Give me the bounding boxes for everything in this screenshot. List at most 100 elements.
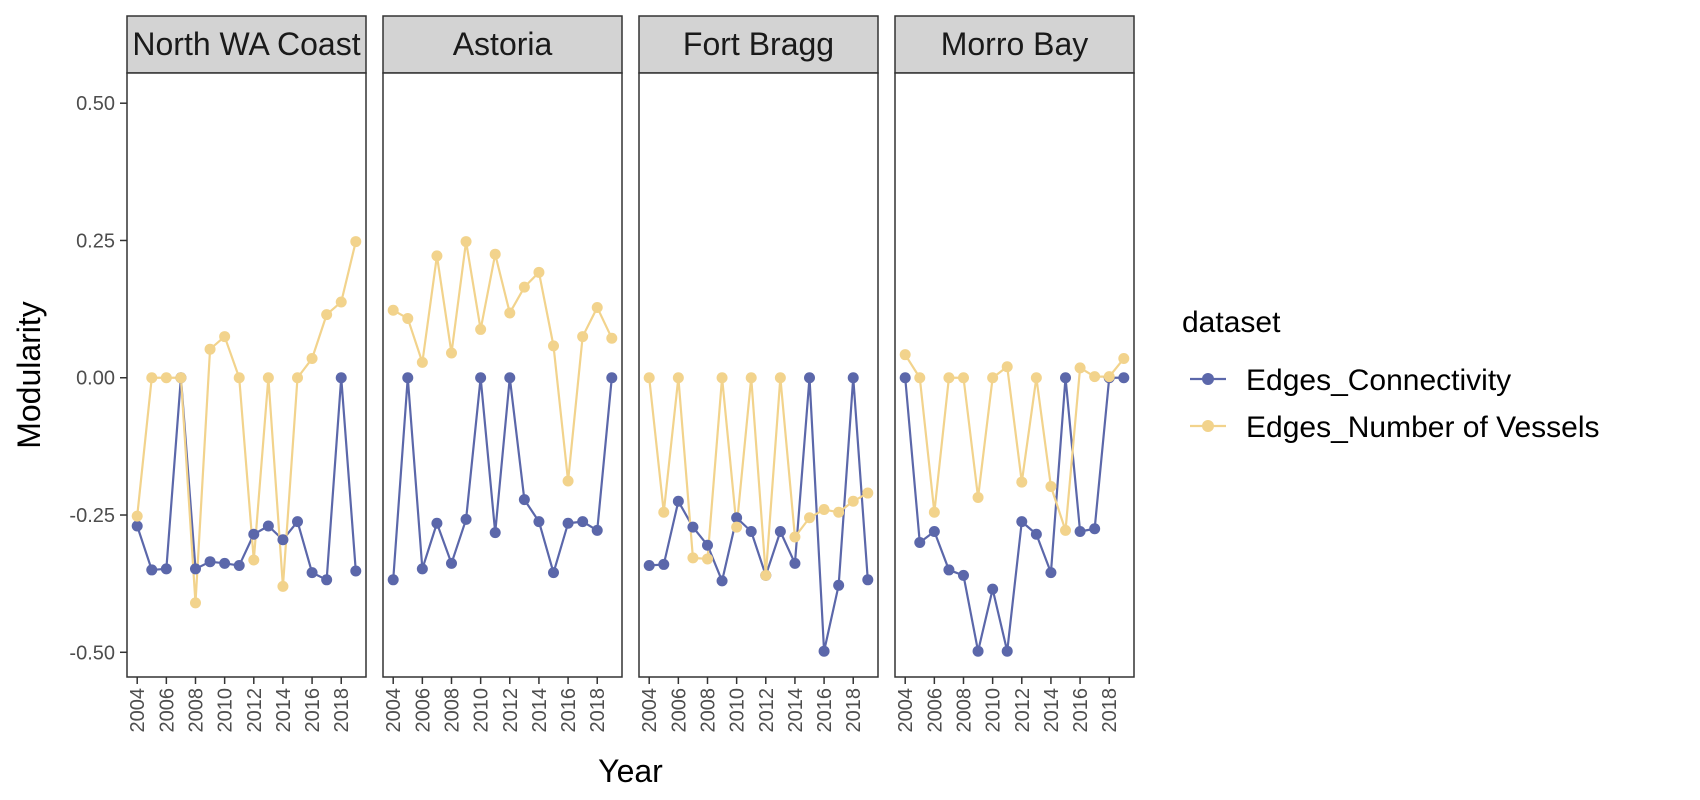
data-point-edges-number-of-vessels	[233, 372, 245, 384]
data-point-edges-number-of-vessels	[745, 372, 757, 384]
x-tick-label: 2010	[727, 688, 749, 733]
data-point-edges-number-of-vessels	[175, 372, 187, 384]
data-point-edges-connectivity	[489, 527, 501, 539]
data-point-edges-connectivity	[233, 560, 245, 572]
data-point-edges-connectivity	[277, 534, 289, 546]
data-point-edges-number-of-vessels	[972, 491, 984, 503]
x-tick-label: 2014	[529, 688, 551, 733]
data-point-edges-number-of-vessels	[987, 372, 999, 384]
data-point-edges-number-of-vessels	[416, 356, 428, 368]
x-tick-label: 2004	[127, 688, 149, 733]
data-point-edges-number-of-vessels	[833, 506, 845, 518]
y-tick-label: 0.00	[76, 368, 115, 390]
data-point-edges-number-of-vessels	[701, 553, 713, 565]
facet-strip	[894, 15, 1135, 74]
data-point-edges-connectivity	[1016, 516, 1028, 528]
data-point-edges-number-of-vessels	[548, 340, 560, 352]
data-point-edges-number-of-vessels	[189, 597, 201, 609]
data-point-edges-number-of-vessels	[533, 266, 545, 278]
x-tick-label: 2006	[156, 688, 178, 733]
data-point-edges-connectivity	[292, 516, 304, 528]
data-point-edges-number-of-vessels	[687, 552, 699, 564]
data-point-edges-connectivity	[262, 520, 274, 532]
data-point-edges-number-of-vessels	[335, 296, 347, 308]
data-point-edges-number-of-vessels	[1074, 362, 1086, 374]
data-point-edges-number-of-vessels	[402, 312, 414, 324]
data-point-edges-connectivity	[460, 513, 472, 525]
series-line-edges-connectivity	[649, 376, 869, 653]
series-line-edges-connectivity	[904, 376, 1124, 653]
data-point-edges-connectivity	[731, 512, 743, 524]
data-point-edges-connectivity	[562, 517, 574, 529]
data-point-edges-connectivity	[146, 564, 158, 576]
facet-label: North WA Coast	[132, 26, 360, 62]
data-point-edges-connectivity	[716, 575, 728, 587]
x-tick-label: 2006	[412, 688, 434, 733]
data-point-edges-number-of-vessels	[460, 236, 472, 248]
data-point-edges-number-of-vessels	[292, 372, 304, 384]
data-point-edges-number-of-vessels	[1016, 476, 1028, 488]
x-tick-label: 2008	[185, 688, 207, 733]
data-point-edges-number-of-vessels	[818, 504, 830, 516]
legend-key-point	[1202, 373, 1214, 385]
y-tick-label: 0.50	[76, 93, 115, 115]
facet-label: Astoria	[453, 26, 553, 62]
series-line-edges-number-of-vessels	[392, 240, 613, 483]
data-point-edges-number-of-vessels	[350, 236, 362, 248]
panel-morro-bay: Morro Bay 2004 2006 2008 2010 2012 2014 2016 201…	[894, 15, 1135, 733]
data-point-edges-number-of-vessels	[804, 512, 816, 524]
series-line-edges-number-of-vessels	[648, 376, 869, 577]
data-point-edges-connectivity	[658, 558, 670, 570]
x-tick-label: 2016	[1070, 688, 1092, 733]
data-point-edges-number-of-vessels	[760, 569, 772, 581]
data-point-edges-connectivity	[533, 516, 545, 528]
data-point-edges-number-of-vessels	[658, 506, 670, 518]
x-tick-label: 2012	[756, 688, 778, 733]
data-point-edges-connectivity	[745, 525, 757, 537]
data-point-edges-connectivity	[818, 645, 830, 657]
x-tick-label: 2012	[500, 688, 522, 733]
data-point-edges-connectivity	[1030, 528, 1042, 540]
data-point-edges-connectivity	[862, 574, 874, 586]
legend-label: Edges_Number of Vessels	[1246, 411, 1600, 444]
y-tick-label: -0.25	[69, 505, 115, 527]
data-point-edges-number-of-vessels	[146, 372, 158, 384]
x-tick-label: 2012	[1012, 688, 1034, 733]
x-tick-label: 2006	[924, 688, 946, 733]
x-tick-label: 2010	[215, 688, 237, 733]
data-point-edges-number-of-vessels	[204, 343, 216, 355]
data-point-edges-connectivity	[431, 517, 443, 529]
x-tick-label: 2012	[244, 688, 266, 733]
data-point-edges-connectivity	[416, 563, 428, 575]
legend-label: Edges_Connectivity	[1246, 364, 1511, 397]
x-tick-label: 2008	[697, 688, 719, 733]
x-tick-label: 2014	[785, 688, 807, 733]
data-point-edges-number-of-vessels	[1060, 524, 1072, 536]
data-point-edges-connectivity	[774, 525, 786, 537]
data-point-edges-number-of-vessels	[957, 372, 969, 384]
data-point-edges-connectivity	[972, 645, 984, 657]
data-point-edges-number-of-vessels	[277, 580, 289, 592]
legend-item-edges-number-of-vessels: Edges_Number of Vessels	[1190, 411, 1600, 444]
data-point-edges-number-of-vessels	[431, 250, 443, 262]
data-point-edges-connectivity	[160, 563, 172, 575]
series-line-edges-number-of-vessels	[136, 241, 357, 604]
data-point-edges-connectivity	[789, 557, 801, 569]
data-point-edges-number-of-vessels	[606, 332, 618, 344]
data-point-edges-number-of-vessels	[321, 309, 333, 321]
data-point-edges-connectivity	[1118, 372, 1130, 384]
series-line-edges-number-of-vessels	[904, 354, 1125, 532]
data-point-edges-number-of-vessels	[445, 347, 457, 359]
x-tick-label: 2010	[983, 688, 1005, 733]
data-point-edges-connectivity	[606, 372, 618, 384]
legend: dataset Edges_Connectivity Edges_Number of…	[1182, 306, 1600, 444]
data-point-edges-connectivity	[1060, 372, 1072, 384]
data-point-edges-connectivity	[131, 520, 143, 532]
data-point-edges-connectivity	[847, 372, 859, 384]
x-tick-label: 2006	[668, 688, 690, 733]
data-point-edges-number-of-vessels	[219, 331, 231, 343]
y-tick-label: -0.50	[69, 642, 115, 664]
data-point-edges-number-of-vessels	[1089, 371, 1101, 383]
panel-north-wa-coast: North WA Coast 2004 2006 2008 2010 2012 2014 20…	[126, 15, 367, 733]
